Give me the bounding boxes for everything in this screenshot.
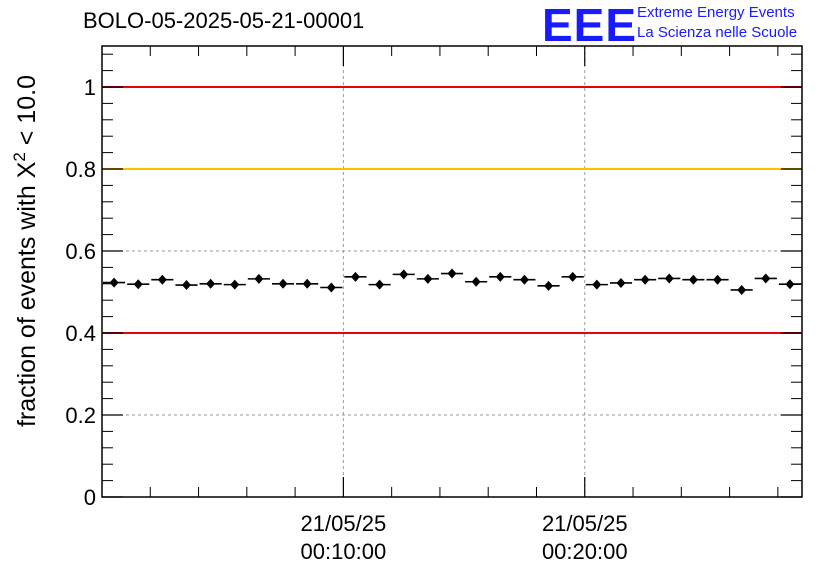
data-point [465, 276, 488, 287]
data-point [561, 271, 584, 282]
eee-logo: EEE Extreme Energy Events La Scienza nel… [542, 0, 832, 51]
point-marker [157, 274, 167, 285]
y-tick-label: 0.4 [65, 321, 96, 346]
data-point [489, 271, 512, 282]
data-point [223, 279, 246, 290]
point-marker [350, 271, 360, 282]
x-tick-label: 00:20:00 [542, 539, 628, 564]
data-point [175, 280, 198, 291]
data-points [103, 268, 801, 295]
x-tick-label: 21/05/25 [301, 511, 387, 536]
point-marker [302, 278, 312, 289]
axis-ticks [102, 46, 802, 498]
point-marker [519, 274, 529, 285]
point-marker [785, 279, 795, 290]
data-point [416, 273, 439, 284]
data-point [658, 273, 681, 284]
data-point [247, 273, 270, 284]
point-marker [206, 278, 216, 289]
point-marker [688, 274, 698, 285]
tick-labels: 0 0.2 0.4 0.6 0.8 1 21/05/25 00:10:00 21/05/25 00… [65, 75, 627, 564]
point-marker [423, 273, 433, 284]
data-point [609, 277, 633, 288]
data-point [320, 282, 343, 293]
data-point [296, 278, 319, 289]
logo-line-2: La Scienza nelle Scuole [637, 24, 798, 41]
point-marker [495, 271, 505, 282]
data-point [513, 274, 536, 285]
point-marker [713, 274, 723, 285]
data-point [392, 269, 415, 280]
point-marker [761, 273, 771, 284]
data-point [199, 278, 222, 289]
data-point [344, 271, 367, 282]
point-marker [544, 280, 554, 291]
data-point [778, 279, 801, 290]
plot-frame [101, 45, 803, 498]
point-marker [326, 282, 336, 293]
point-marker [664, 273, 674, 284]
x-tick-label: 00:10:00 [301, 539, 387, 564]
data-point [368, 279, 391, 290]
reference-lines [102, 86, 802, 334]
point-marker [568, 271, 578, 282]
point-marker [471, 276, 481, 287]
y-tick-label: 1 [84, 75, 96, 100]
data-point [634, 274, 657, 285]
data-point [271, 278, 295, 289]
data-point [730, 284, 753, 295]
data-point [706, 274, 729, 285]
point-marker [278, 278, 288, 289]
y-tick-label: 0 [84, 485, 96, 510]
point-marker [375, 279, 385, 290]
point-marker [230, 279, 240, 290]
data-point [151, 274, 174, 285]
data-point [103, 277, 126, 288]
y-tick-label: 0.2 [65, 403, 96, 428]
point-marker [399, 269, 409, 280]
point-marker [447, 268, 457, 279]
point-marker [640, 274, 650, 285]
point-marker [616, 277, 626, 288]
point-marker [737, 284, 747, 295]
data-point [440, 268, 464, 279]
data-point [127, 279, 150, 290]
logo-line-1: Extreme Energy Events [637, 4, 795, 21]
y-tick-label: 0.6 [65, 239, 96, 264]
point-marker [133, 279, 143, 290]
point-marker [109, 277, 119, 288]
point-marker [254, 273, 264, 284]
y-tick-label: 0.8 [65, 157, 96, 182]
data-point [754, 273, 777, 284]
point-marker [592, 279, 602, 290]
logo-mark: EEE [542, 0, 638, 51]
data-point [585, 279, 608, 290]
chart-title: BOLO-05-2025-05-21-00001 [83, 8, 365, 33]
data-point [682, 274, 705, 285]
y-axis-label: fraction of events with X2 < 10.0 [10, 75, 41, 427]
x-tick-label: 21/05/25 [542, 511, 628, 536]
point-marker [181, 280, 191, 291]
data-point [537, 280, 560, 291]
